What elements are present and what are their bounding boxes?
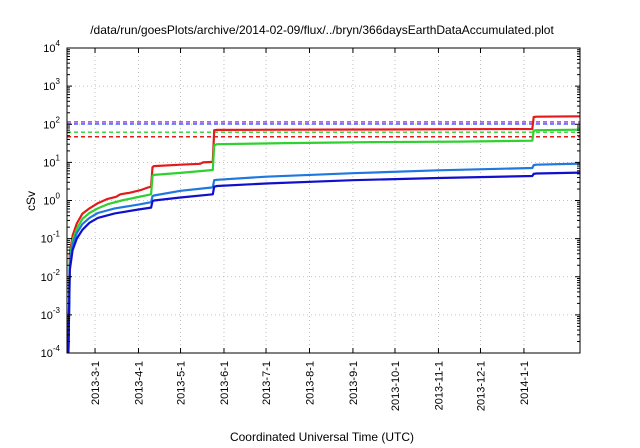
x-tick-label: 2013-8-1 [304,361,316,405]
y-tick-label: 10-3 [41,306,61,322]
y-tick-exponent: 4 [56,39,61,48]
reference-lines [67,121,580,138]
x-tick-label: 2013-4-1 [133,361,145,405]
x-tick-label: 2013-5-1 [176,361,188,405]
y-tick-exponent: 0 [56,192,61,201]
x-tick-label: 2013-9-1 [348,361,360,405]
x-tick-label: 2013-3-1 [90,361,102,405]
y-tick-exponent: 3 [56,77,61,86]
series-line [67,128,581,354]
chart-title: /data/run/goesPlots/archive/2014-02-09/f… [90,23,554,37]
x-tick-label: 2013-6-1 [219,361,231,405]
x-axis-label: Coordinated Universal Time (UTC) [230,430,414,444]
y-tick-exponent: 1 [56,153,61,162]
y-tick-exponent: -4 [53,344,61,353]
y-tick-label: 10-1 [41,230,61,246]
y-tick-label: 102 [43,115,60,131]
y-tick-label: 10-2 [41,268,61,284]
y-tick-exponent: 2 [56,115,61,124]
y-tick-label: 104 [43,39,60,55]
x-tick-label: 2013-10-1 [390,361,402,411]
series-line [67,162,581,354]
x-tick-label: 2013-11-1 [433,361,445,410]
y-tick-exponent: -2 [53,268,61,277]
x-tick-label: 2014-1-1 [519,361,531,405]
series-line [67,115,581,354]
x-tick-label: 2013-12-1 [475,361,487,411]
series-group [67,115,581,354]
y-tick-exponent: -1 [53,230,61,239]
y-tick-label: 101 [43,153,60,169]
y-tick-label: 103 [43,77,60,93]
y-tick-exponent: -3 [53,306,61,315]
y-tick-label: 10-4 [41,344,61,360]
y-tick-label: 100 [43,192,60,208]
series-line [67,171,581,354]
x-axis-ticks: 2013-3-1 2013-4-1 2013-5-1 2013-6-1 2013-7-1… [90,48,531,411]
y-axis-label: cSv [24,191,38,211]
grid [67,48,580,353]
x-tick-label: 2013-7-1 [261,361,273,405]
